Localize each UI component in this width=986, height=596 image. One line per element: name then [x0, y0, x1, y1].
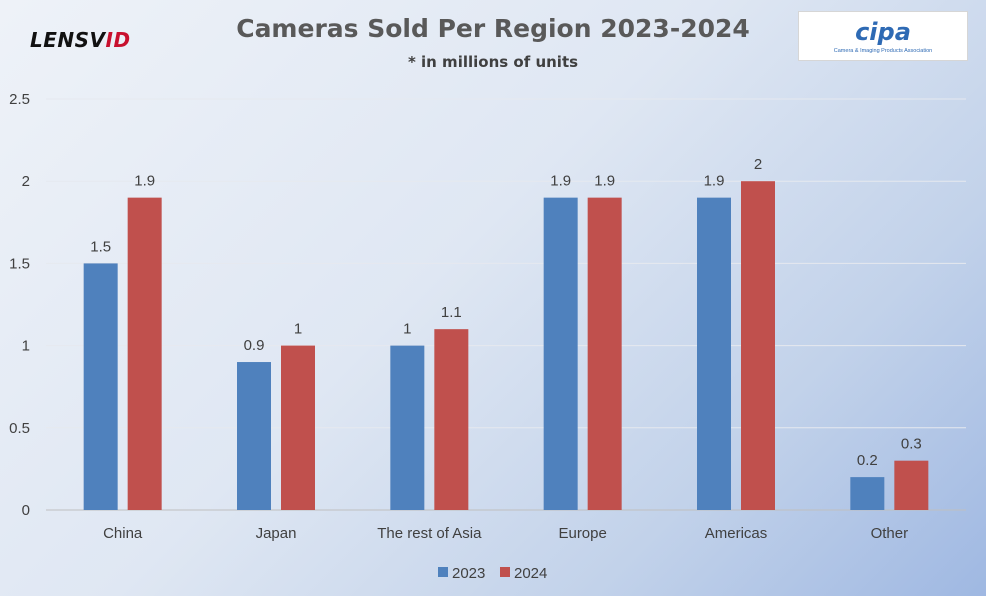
bar-2023 — [390, 345, 425, 510]
bar-2024 — [127, 197, 162, 510]
lensvid-logo: LENSVID — [30, 28, 131, 52]
bar-2023 — [850, 477, 885, 510]
y-tick-label: 1 — [22, 338, 30, 355]
cipa-logo-mark: cipa — [855, 18, 911, 46]
y-tick-label: 0 — [22, 502, 30, 519]
legend-label: 2023 — [452, 565, 485, 582]
x-tick-label: Americas — [705, 525, 768, 542]
data-label: 1 — [403, 321, 411, 338]
x-tick-label: Europe — [558, 525, 606, 542]
gridlines — [46, 98, 966, 511]
lensvid-logo-text: LENSVID — [30, 28, 131, 52]
data-label: 1.9 — [550, 173, 571, 190]
y-tick-label: 1.5 — [9, 255, 30, 272]
bar-2024 — [587, 197, 622, 510]
cipa-logo: cipa Camera & Imaging Products Associati… — [798, 11, 968, 61]
legend-label: 2024 — [514, 565, 547, 582]
data-label: 1.1 — [441, 304, 462, 321]
data-label: 0.2 — [857, 452, 878, 469]
bar-2024 — [281, 345, 315, 510]
bar-2024 — [434, 329, 469, 510]
bars — [83, 181, 929, 510]
bar-2023 — [543, 197, 578, 510]
y-tick-label: 0.5 — [9, 420, 30, 437]
cipa-logo-tagline: Camera & Imaging Products Association — [833, 48, 933, 54]
bar-2023 — [697, 197, 731, 510]
y-tick-label: 2 — [22, 173, 30, 190]
data-label: 1.5 — [90, 238, 111, 255]
data-label: 0.3 — [901, 436, 922, 453]
chart-title: Cameras Sold Per Region 2023-2024 — [236, 14, 750, 43]
legend: 2023 2024 — [438, 565, 547, 582]
data-label: 1.9 — [704, 173, 725, 190]
x-tick-label: Japan — [256, 525, 297, 542]
data-label: 0.9 — [244, 337, 265, 354]
data-label: 1.9 — [134, 173, 155, 190]
x-tick-label: Other — [871, 525, 909, 542]
bar-2023 — [83, 263, 118, 510]
bar-2024 — [894, 460, 929, 510]
data-label: 1.9 — [594, 173, 615, 190]
legend-swatch — [438, 567, 448, 577]
legend-swatch — [500, 567, 510, 577]
y-axis-ticks: 0 0.5 1 1.5 2 2.5 — [9, 91, 30, 519]
data-labels: 1.5 1.9 0.9 1 1 1.1 1.9 1.9 1.9 2 0.2 0.3 — [90, 156, 922, 469]
bar-2024 — [741, 181, 775, 510]
x-axis-ticks: China Japan The rest of Asia Europe Americas… — [103, 525, 908, 542]
data-label: 1 — [294, 321, 302, 338]
x-tick-label: China — [103, 525, 143, 542]
bar-2023 — [237, 362, 271, 510]
x-tick-label: The rest of Asia — [377, 525, 482, 542]
chart-subtitle: * in millions of units — [407, 53, 579, 71]
y-tick-label: 2.5 — [9, 91, 30, 108]
data-label: 2 — [754, 156, 762, 173]
